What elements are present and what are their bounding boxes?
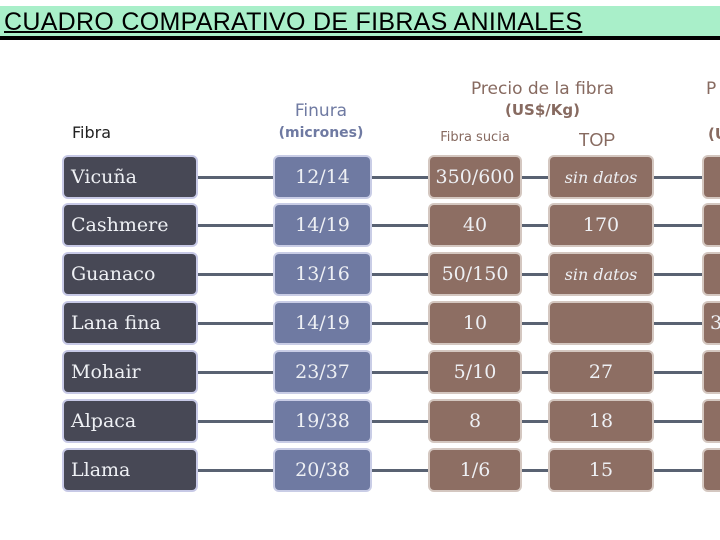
header-precio-unit: (US$/Kg) bbox=[505, 101, 580, 119]
header-precio: Precio de la fibra bbox=[470, 79, 614, 99]
table-row: Cashmere 14/19 40 170 bbox=[0, 205, 720, 245]
header-cut-column-unit: (U bbox=[708, 125, 720, 143]
precio-sucia-cell: 50/150 bbox=[430, 254, 520, 294]
row-connector bbox=[196, 420, 274, 423]
cut-column-cell bbox=[704, 254, 720, 294]
row-connector bbox=[520, 176, 550, 179]
page-title: CUADRO COMPARATIVO DE FIBRAS ANIMALES bbox=[4, 8, 583, 36]
precio-sucia-cell: 5/10 bbox=[430, 352, 520, 392]
row-connector bbox=[652, 371, 704, 374]
row-connector bbox=[652, 176, 704, 179]
precio-sucia-cell: 10 bbox=[430, 303, 520, 343]
row-connector bbox=[652, 224, 704, 227]
precio-top-cell: 170 bbox=[550, 205, 652, 245]
row-connector bbox=[370, 469, 430, 472]
fiber-name-cell: Cashmere bbox=[64, 205, 196, 245]
table-row: Vicuña 12/14 350/600 sin datos bbox=[0, 157, 720, 197]
cut-column-cell bbox=[704, 205, 720, 245]
row-connector bbox=[652, 322, 704, 325]
cut-column-cell bbox=[704, 157, 720, 197]
row-connector bbox=[370, 420, 430, 423]
cut-column-cell bbox=[704, 352, 720, 392]
header-finura-unit: (micrones) bbox=[278, 125, 364, 141]
cut-column-cell: 3 bbox=[704, 303, 720, 343]
row-connector bbox=[520, 273, 550, 276]
finura-cell: 12/14 bbox=[275, 157, 370, 197]
row-connector bbox=[196, 176, 274, 179]
precio-sucia-cell: 8 bbox=[430, 401, 520, 441]
header-fibra: Fibra bbox=[72, 123, 112, 142]
table-row: Alpaca 19/38 8 18 bbox=[0, 401, 720, 441]
row-connector bbox=[370, 273, 430, 276]
table-row: Lana fina 14/19 10 3 bbox=[0, 303, 720, 343]
precio-top-cell: 18 bbox=[550, 401, 652, 441]
header-finura: Finura bbox=[294, 101, 348, 121]
row-connector bbox=[520, 469, 550, 472]
finura-cell: 14/19 bbox=[275, 205, 370, 245]
row-connector bbox=[196, 273, 274, 276]
cut-column-cell bbox=[704, 401, 720, 441]
cut-column-cell bbox=[704, 450, 720, 490]
row-connector bbox=[652, 420, 704, 423]
row-connector bbox=[196, 371, 274, 374]
title-underline bbox=[0, 36, 720, 40]
finura-cell: 14/19 bbox=[275, 303, 370, 343]
fiber-name-cell: Alpaca bbox=[64, 401, 196, 441]
header-cut-column: P bbox=[706, 79, 717, 99]
row-connector bbox=[370, 371, 430, 374]
finura-cell: 20/38 bbox=[275, 450, 370, 490]
precio-sucia-cell: 350/600 bbox=[430, 157, 520, 197]
row-connector bbox=[196, 322, 274, 325]
table-row: Guanaco 13/16 50/150 sin datos bbox=[0, 254, 720, 294]
row-connector bbox=[196, 224, 274, 227]
row-connector bbox=[520, 371, 550, 374]
row-connector bbox=[520, 322, 550, 325]
fiber-name-cell: Guanaco bbox=[64, 254, 196, 294]
table-row: Mohair 23/37 5/10 27 bbox=[0, 352, 720, 392]
finura-cell: 19/38 bbox=[275, 401, 370, 441]
fiber-name-cell: Lana fina bbox=[64, 303, 196, 343]
fiber-name-cell: Mohair bbox=[64, 352, 196, 392]
row-connector bbox=[370, 176, 430, 179]
row-connector bbox=[652, 469, 704, 472]
header-fibra-sucia: Fibra sucia bbox=[440, 130, 510, 145]
finura-cell: 13/16 bbox=[275, 254, 370, 294]
row-connector bbox=[370, 322, 430, 325]
title-bar bbox=[0, 6, 720, 36]
precio-sucia-cell: 40 bbox=[430, 205, 520, 245]
row-connector bbox=[652, 273, 704, 276]
finura-cell: 23/37 bbox=[275, 352, 370, 392]
precio-sucia-cell: 1/6 bbox=[430, 450, 520, 490]
precio-top-cell: sin datos bbox=[550, 157, 652, 197]
precio-top-cell: sin datos bbox=[550, 254, 652, 294]
table-row: Llama 20/38 1/6 15 bbox=[0, 450, 720, 490]
precio-top-cell bbox=[550, 303, 652, 343]
fiber-name-cell: Vicuña bbox=[64, 157, 196, 197]
fiber-name-cell: Llama bbox=[64, 450, 196, 490]
row-connector bbox=[370, 224, 430, 227]
row-connector bbox=[520, 420, 550, 423]
header-top: TOP bbox=[578, 130, 616, 150]
precio-top-cell: 27 bbox=[550, 352, 652, 392]
row-connector bbox=[196, 469, 274, 472]
row-connector bbox=[520, 224, 550, 227]
precio-top-cell: 15 bbox=[550, 450, 652, 490]
